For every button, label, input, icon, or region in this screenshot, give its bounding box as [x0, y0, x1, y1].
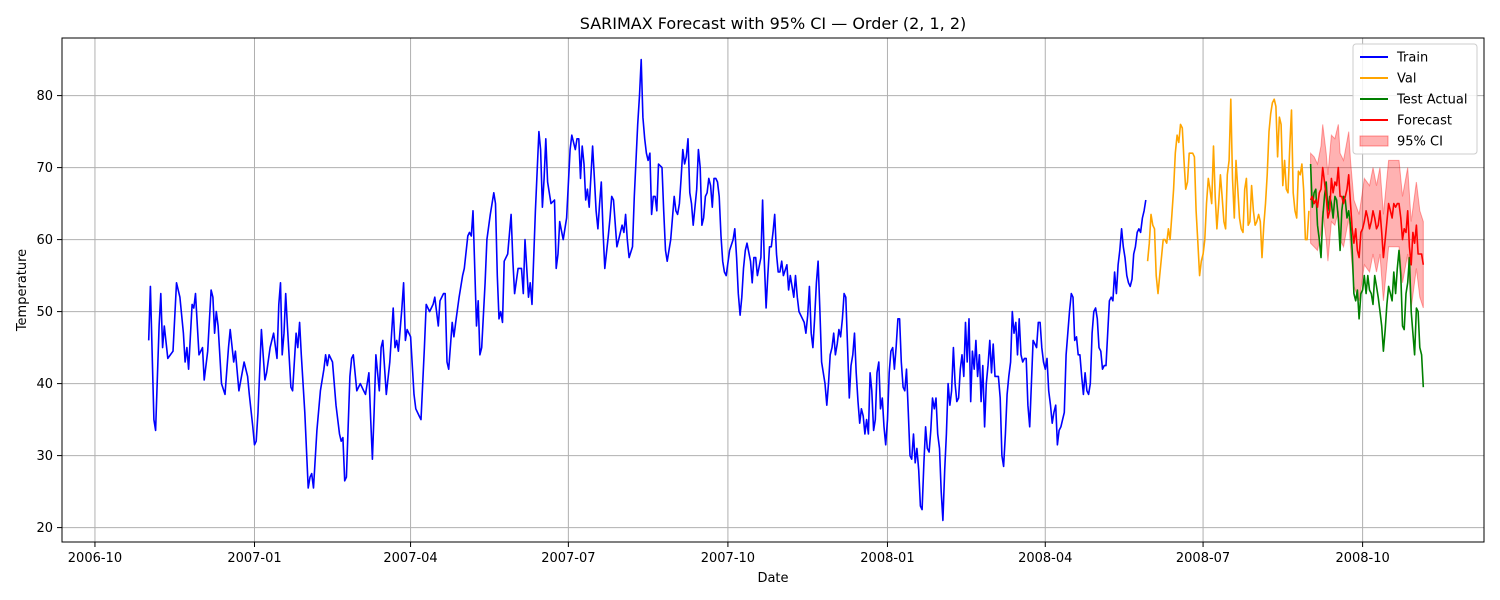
y-tick-label: 60 [36, 233, 53, 248]
x-axis-ticks: 2006-10 2007-01 2007-04 2007-07 2007-10 2008-… [68, 542, 1390, 566]
legend-label: 95% CI [1397, 135, 1443, 150]
x-tick-label: 2007-07 [541, 551, 595, 566]
plot-frame [61, 37, 1485, 543]
series-layer [147, 58, 1425, 522]
legend-swatch [1359, 135, 1389, 147]
x-tick-label: 2008-10 [1335, 551, 1389, 566]
x-tick-label: 2008-07 [1176, 551, 1230, 566]
legend-label: Forecast [1397, 114, 1452, 129]
x-tick-label: 2008-01 [860, 551, 914, 566]
x-tick-label: 2007-04 [383, 551, 437, 566]
chart-title: SARIMAX Forecast with 95% CI — Order (2,… [580, 14, 966, 33]
y-axis-ticks: 20 30 40 50 60 70 80 [36, 89, 62, 536]
series-line-val [1146, 98, 1310, 295]
series-line-forecast [1309, 166, 1425, 266]
x-tick-label: 2008-04 [1018, 551, 1072, 566]
y-tick-label: 40 [36, 377, 53, 392]
y-tick-label: 70 [36, 161, 53, 176]
y-tick-label: 50 [36, 305, 53, 320]
legend-box [1352, 43, 1478, 155]
y-tick-label: 20 [36, 521, 53, 536]
x-tick-label: 2007-10 [701, 551, 755, 566]
legend-label: Val [1397, 72, 1416, 87]
y-axis-label: Temperature [15, 249, 30, 332]
legend-label: Test Actual [1396, 93, 1467, 108]
legend: Train Val Test Actual Forecast 95% CI [1352, 43, 1478, 155]
y-tick-label: 30 [36, 449, 53, 464]
series-line-train [147, 58, 1147, 522]
x-tick-label: 2007-01 [227, 551, 281, 566]
x-axis-label: Date [757, 571, 788, 586]
grid-lines [62, 38, 1484, 542]
y-tick-label: 80 [36, 89, 53, 104]
legend-label: Train [1396, 51, 1428, 66]
series-line-test-actual [1309, 163, 1425, 388]
x-tick-label: 2006-10 [68, 551, 122, 566]
